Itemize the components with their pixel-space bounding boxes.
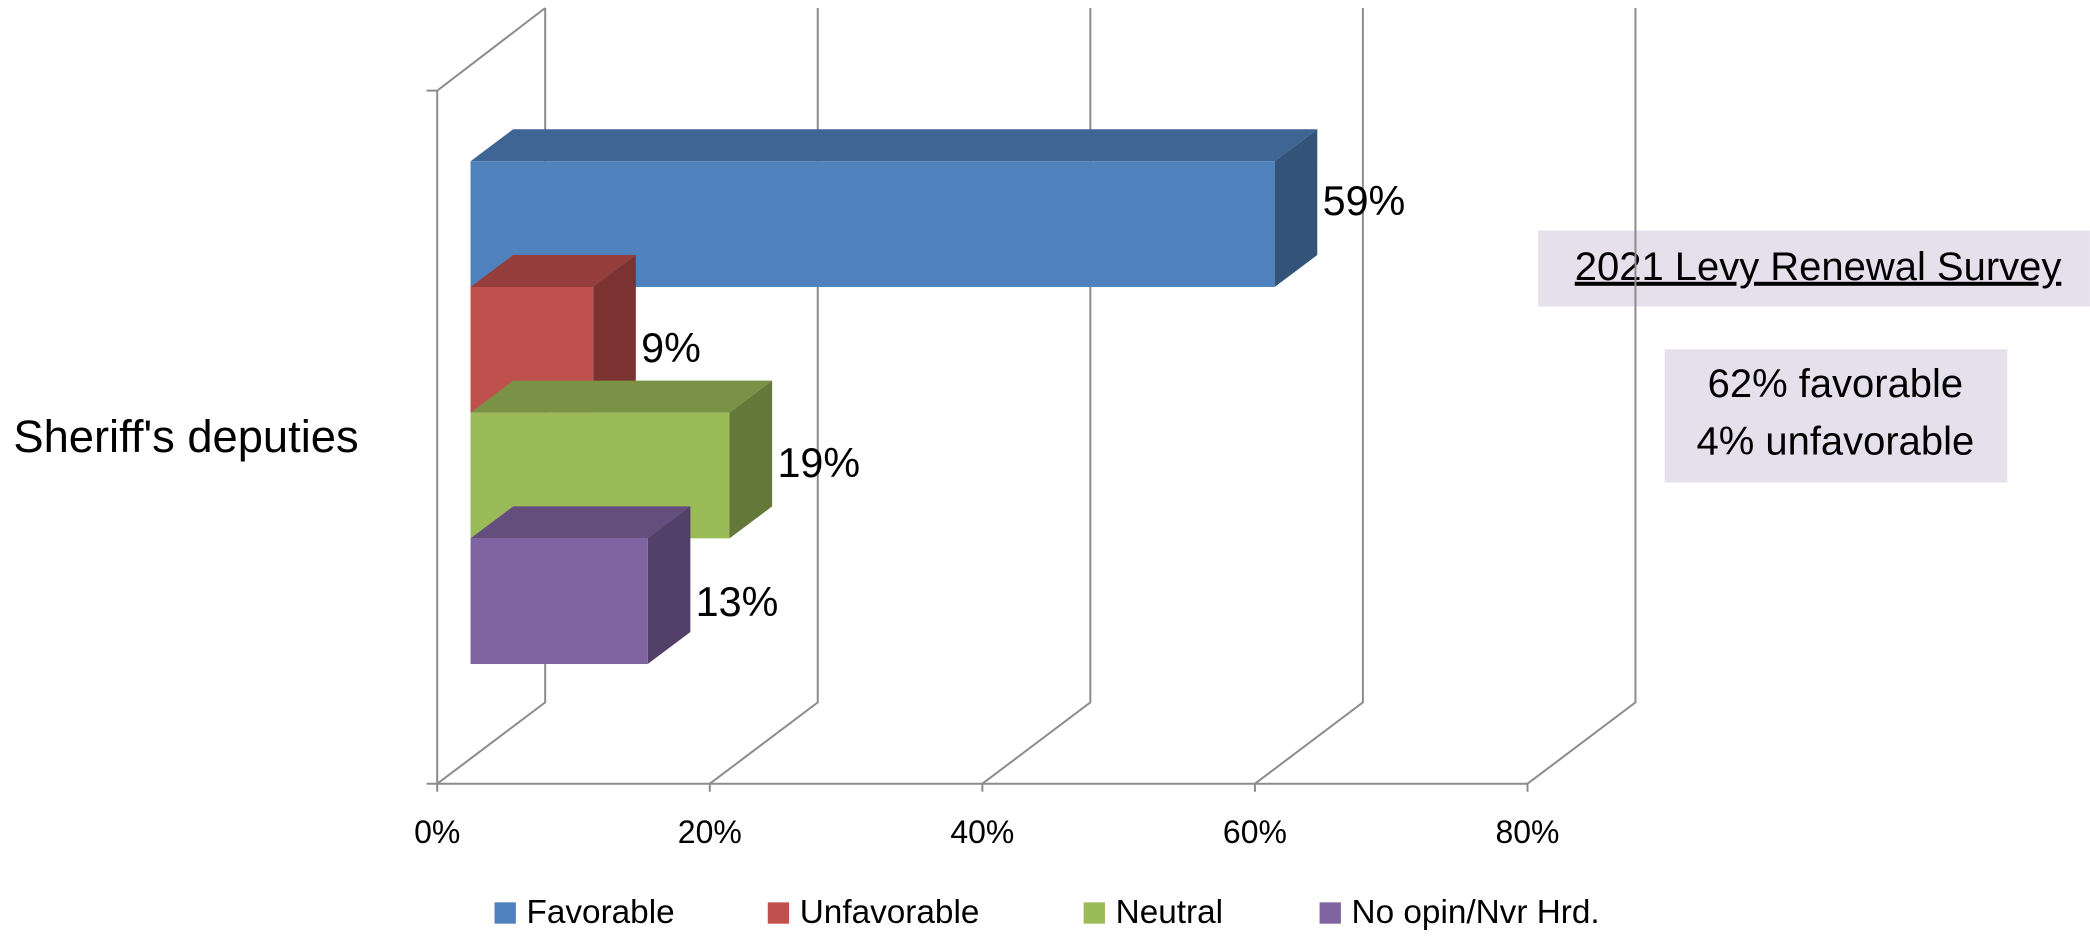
bar-top	[470, 254, 636, 287]
bar-top	[470, 129, 1318, 162]
data-label: 9%	[641, 325, 701, 371]
legend-swatch	[1083, 902, 1105, 924]
bar-top	[470, 506, 691, 539]
x-tick-label: 20%	[678, 814, 742, 850]
bar-top	[470, 380, 773, 413]
grid-line	[1254, 7, 1364, 785]
annotation-box	[1538, 230, 2090, 307]
grid-line	[981, 7, 1092, 785]
annotation-line: 4% unfavorable	[1697, 419, 1975, 463]
bar-side	[1274, 129, 1318, 287]
x-tick-label: 60%	[1223, 814, 1287, 850]
data-label: 19%	[777, 440, 860, 486]
category-label: Sheriff's deputies	[13, 411, 358, 462]
bar	[470, 538, 648, 665]
legend-label: Unfavorable	[800, 894, 980, 931]
legend-label: Neutral	[1116, 894, 1223, 931]
x-tick-label: 0%	[414, 814, 460, 850]
legend-swatch	[494, 902, 516, 924]
axis-line	[426, 7, 546, 92]
legend-swatch	[1319, 902, 1341, 924]
legend-swatch	[767, 902, 790, 924]
annotation-box	[1664, 349, 2008, 483]
annotation-title: 2021 Levy Renewal Survey	[1575, 245, 2062, 289]
data-label: 13%	[696, 579, 779, 625]
legend-label: Favorable	[527, 894, 675, 931]
bar-side	[647, 506, 691, 665]
x-tick-label: 40%	[950, 814, 1014, 850]
data-label: 59%	[1323, 178, 1406, 224]
bar-side	[729, 380, 773, 539]
annotation-line: 62% favorable	[1708, 362, 1964, 406]
bar-side	[593, 254, 636, 413]
grid-line	[1526, 7, 1637, 785]
legend-label: No opin/Nvr Hrd.	[1352, 894, 1600, 931]
x-tick-label: 80%	[1496, 814, 1560, 850]
